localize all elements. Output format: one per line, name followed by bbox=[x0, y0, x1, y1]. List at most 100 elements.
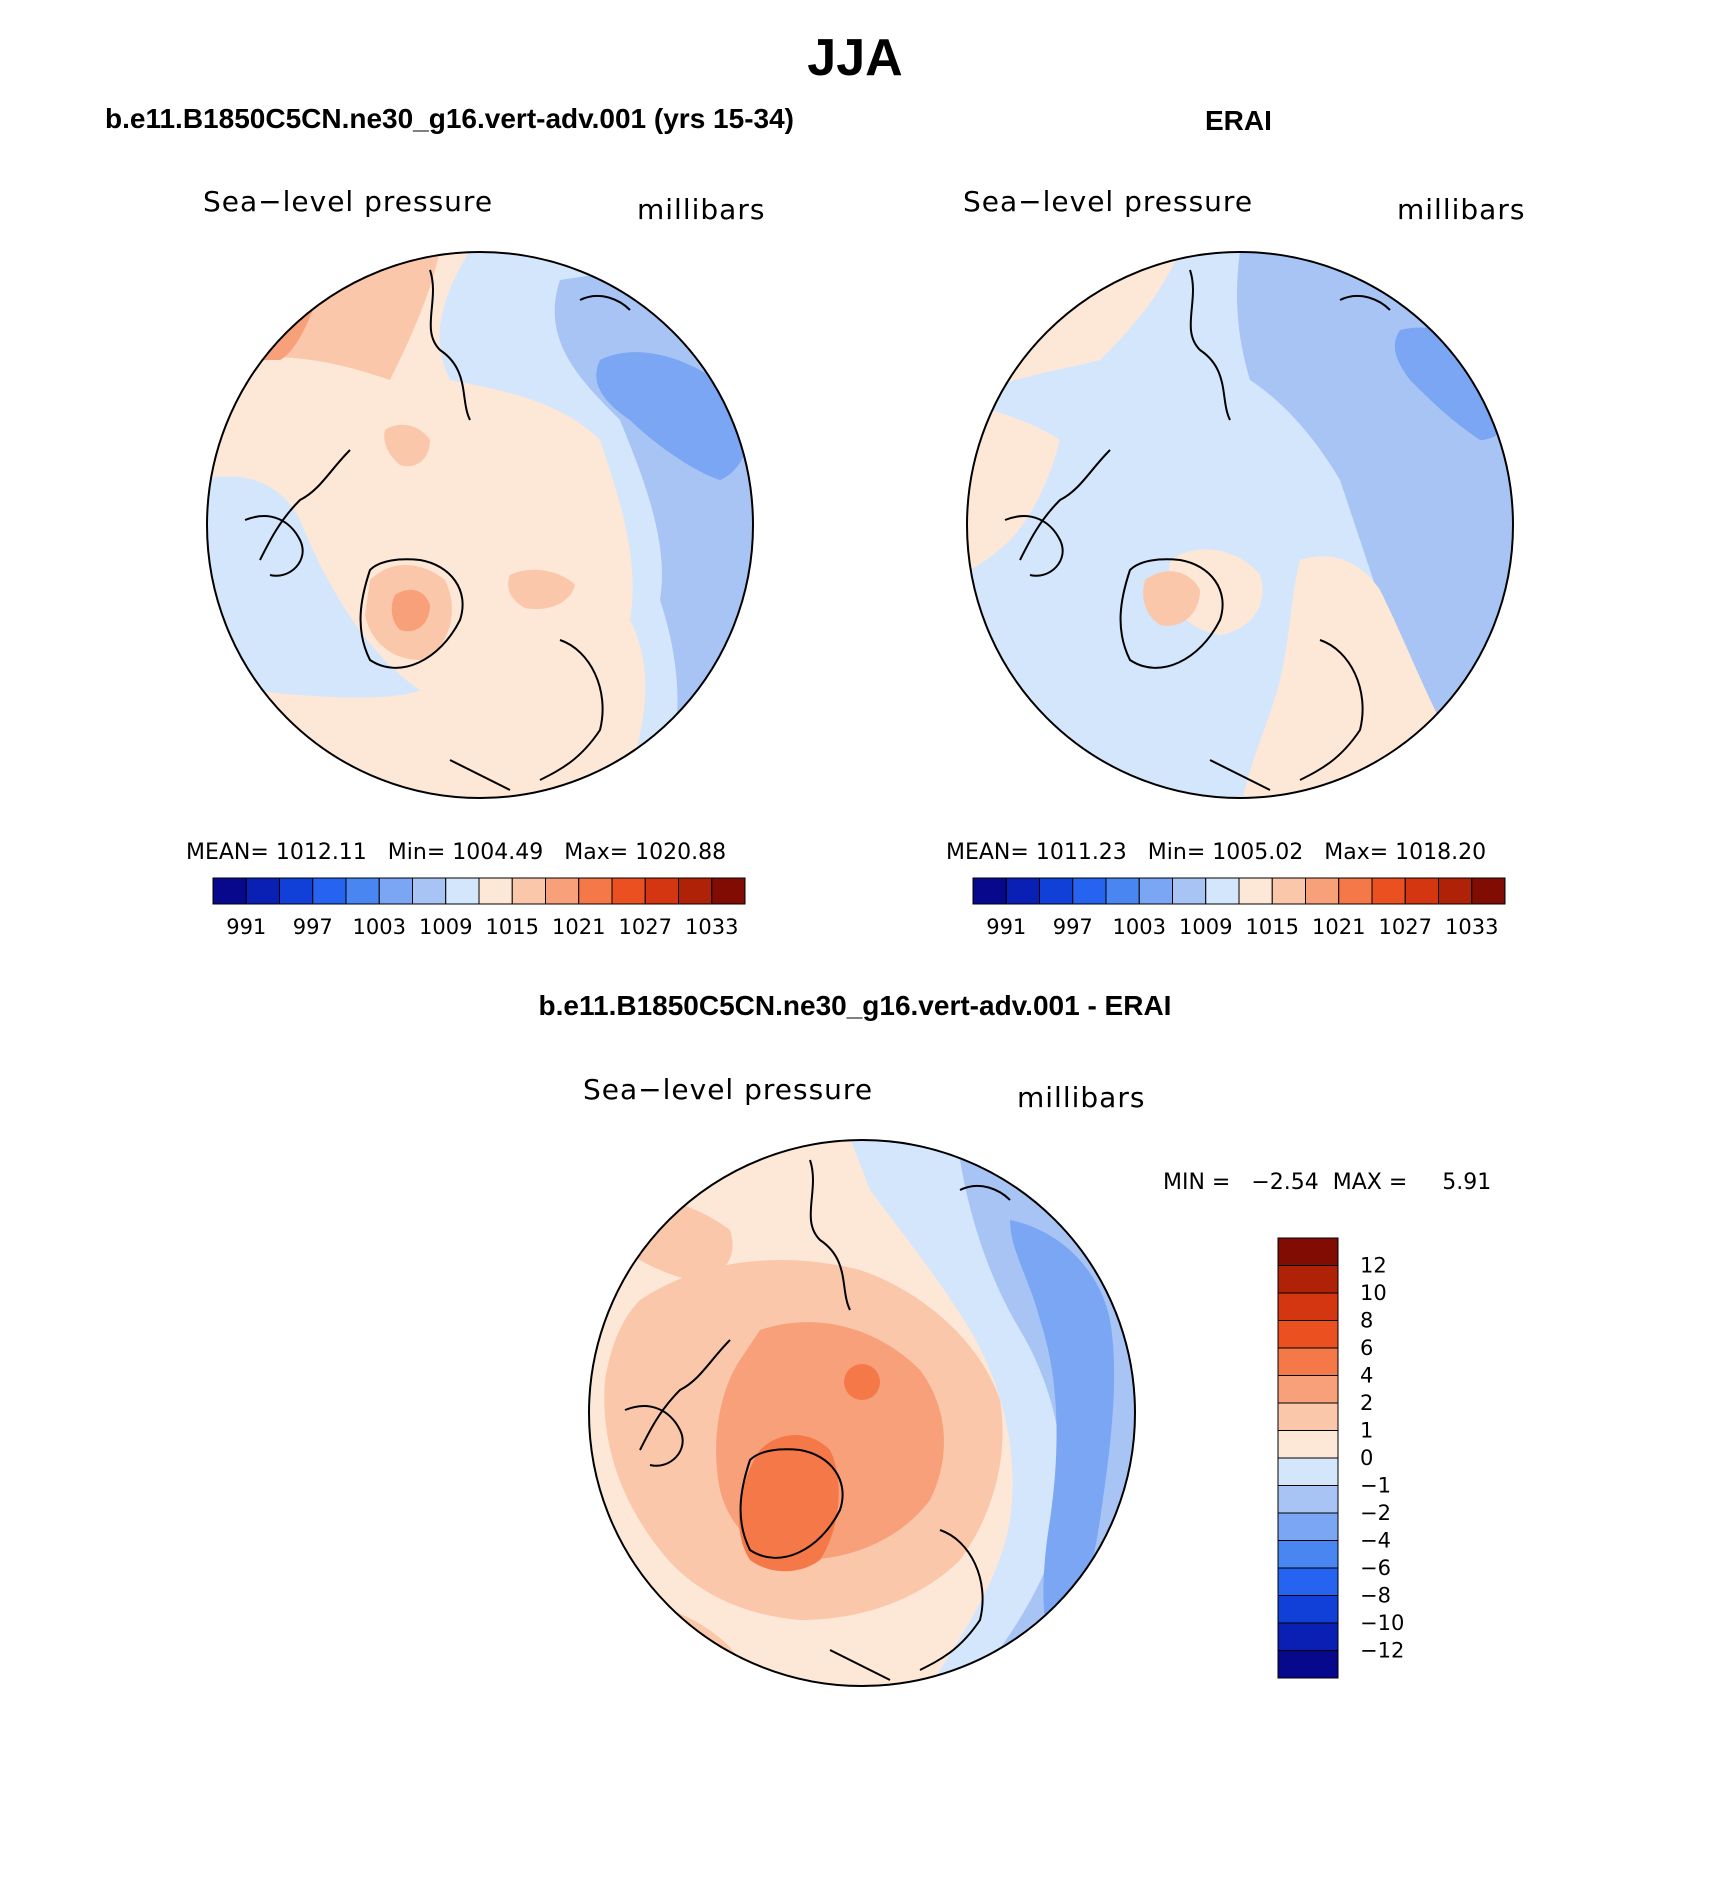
obs-polar-map bbox=[967, 252, 1513, 798]
model-colorbar-swatch bbox=[412, 877, 447, 905]
obs-colorbar-tick-label: 997 bbox=[1053, 915, 1093, 939]
obs-colorbar-swatch bbox=[1371, 877, 1406, 905]
obs-colorbar-swatch bbox=[1438, 877, 1473, 905]
obs-colorbar-swatch bbox=[1338, 877, 1373, 905]
obs-colorbar-swatch bbox=[1039, 877, 1074, 905]
obs-units-label: millibars bbox=[1397, 193, 1526, 226]
obs-mean-value: 1011.23 bbox=[1035, 840, 1127, 865]
diff-colorbar-swatch bbox=[1277, 1320, 1339, 1349]
obs-stats: MEAN= 1011.23 Min= 1005.02 Max= 1018.20 bbox=[946, 840, 1486, 865]
obs-colorbar-swatch bbox=[1471, 877, 1506, 905]
diff-colorbar-swatch bbox=[1277, 1430, 1339, 1459]
model-colorbar-tick-label: 997 bbox=[293, 915, 333, 939]
model-mean-label: MEAN= bbox=[186, 840, 269, 865]
model-colorbar-swatch bbox=[279, 877, 314, 905]
diff-colorbar-tick-label: 4 bbox=[1360, 1364, 1373, 1388]
diff-colorbar-tick-label: −6 bbox=[1360, 1556, 1391, 1580]
obs-max-label: Max= bbox=[1324, 840, 1389, 865]
obs-colorbar-swatch bbox=[1404, 877, 1439, 905]
model-colorbar: 991 997 1003 1009 1015 1021 1027 1033 bbox=[212, 877, 746, 939]
diff-colorbar-swatch bbox=[1277, 1595, 1339, 1624]
diff-colorbar-tick-label: −2 bbox=[1360, 1501, 1391, 1525]
obs-max-value: 1018.20 bbox=[1395, 840, 1487, 865]
diff-colorbar-swatch bbox=[1277, 1265, 1339, 1294]
diff-colorbar-swatch bbox=[1277, 1567, 1339, 1596]
diff-panel-title: b.e11.B1850C5CN.ne30_g16.vert-adv.001 - … bbox=[538, 990, 1172, 1021]
diff-colorbar-tick-label: −10 bbox=[1360, 1611, 1404, 1635]
obs-colorbar-tick-label: 1027 bbox=[1379, 915, 1432, 939]
obs-colorbar-swatch bbox=[1072, 877, 1107, 905]
obs-colorbar-swatch bbox=[1105, 877, 1140, 905]
model-units-label: millibars bbox=[637, 193, 766, 226]
diff-colorbar-swatch bbox=[1277, 1650, 1339, 1679]
model-min-value: 1004.49 bbox=[452, 840, 544, 865]
model-colorbar-tick-label: 1009 bbox=[419, 915, 472, 939]
model-colorbar-tick-label: 1015 bbox=[486, 915, 539, 939]
model-colorbar-swatch bbox=[511, 877, 546, 905]
model-max-value: 1020.88 bbox=[635, 840, 727, 865]
obs-min-label: Min= bbox=[1147, 840, 1206, 865]
obs-colorbar-tick-label: 1021 bbox=[1312, 915, 1365, 939]
diff-colorbar-tick-label: −1 bbox=[1360, 1474, 1391, 1498]
obs-var-label: Sea−level pressure bbox=[963, 185, 1254, 218]
model-panel-title: b.e11.B1850C5CN.ne30_g16.vert-adv.001 (y… bbox=[105, 103, 794, 134]
model-colorbar-swatch bbox=[445, 877, 480, 905]
model-colorbar-tick-label: 1021 bbox=[552, 915, 605, 939]
model-colorbar-swatch bbox=[678, 877, 713, 905]
diff-min-value: −2.54 bbox=[1251, 1170, 1319, 1195]
diff-colorbar-swatch bbox=[1277, 1485, 1339, 1514]
obs-colorbar-swatch bbox=[1205, 877, 1240, 905]
model-colorbar-swatch bbox=[212, 877, 247, 905]
model-mean-value: 1012.11 bbox=[275, 840, 367, 865]
model-colorbar-tick-label: 991 bbox=[226, 915, 266, 939]
obs-map-border bbox=[966, 251, 1514, 799]
diff-colorbar-swatch bbox=[1277, 1375, 1339, 1404]
diff-colorbar-swatch bbox=[1277, 1622, 1339, 1651]
model-max-label: Max= bbox=[564, 840, 629, 865]
diff-colorbar-tick-label: 6 bbox=[1360, 1336, 1373, 1360]
obs-colorbar-tick-label: 1009 bbox=[1179, 915, 1232, 939]
diff-minmax: MIN = −2.54 MAX = 5.91 bbox=[1163, 1170, 1491, 1195]
obs-colorbar-swatch bbox=[972, 877, 1007, 905]
diff-colorbar-tick-label: 1 bbox=[1360, 1419, 1373, 1443]
obs-colorbar-swatch bbox=[1005, 877, 1040, 905]
obs-min-value: 1005.02 bbox=[1212, 840, 1304, 865]
diff-colorbar-tick-label: −8 bbox=[1360, 1584, 1391, 1608]
diff-colorbar-swatch bbox=[1277, 1402, 1339, 1431]
obs-colorbar-swatch bbox=[1138, 877, 1173, 905]
diff-colorbar-swatch bbox=[1277, 1347, 1339, 1376]
diff-max-label: MAX = bbox=[1332, 1170, 1408, 1195]
diff-var-label: Sea−level pressure bbox=[583, 1073, 874, 1106]
diff-map-border bbox=[588, 1139, 1136, 1687]
diff-colorbar-tick-label: 12 bbox=[1360, 1254, 1387, 1278]
model-colorbar-swatch bbox=[345, 877, 380, 905]
obs-colorbar: 991 997 1003 1009 1015 1021 1027 1033 bbox=[972, 877, 1506, 939]
model-colorbar-swatch bbox=[245, 877, 280, 905]
model-colorbar-swatch bbox=[312, 877, 347, 905]
model-colorbar-swatch bbox=[378, 877, 413, 905]
diff-colorbar-swatch bbox=[1277, 1512, 1339, 1541]
obs-colorbar-tick-label: 1033 bbox=[1445, 915, 1498, 939]
diff-colorbar-tick-label: 10 bbox=[1360, 1281, 1387, 1305]
diff-colorbar-swatch bbox=[1277, 1292, 1339, 1321]
model-map-border bbox=[206, 251, 754, 799]
diff-colorbar-swatch bbox=[1277, 1457, 1339, 1486]
diff-polar-map bbox=[589, 1140, 1135, 1686]
obs-colorbar-tick-label: 1015 bbox=[1246, 915, 1299, 939]
model-min-label: Min= bbox=[387, 840, 446, 865]
model-colorbar-tick-label: 1027 bbox=[619, 915, 672, 939]
diff-units-label: millibars bbox=[1017, 1081, 1146, 1114]
model-colorbar-swatch bbox=[644, 877, 679, 905]
main-title: JJA bbox=[807, 29, 903, 87]
model-var-label: Sea−level pressure bbox=[203, 185, 494, 218]
diff-colorbar-tick-label: 2 bbox=[1360, 1391, 1373, 1415]
obs-mean-label: MEAN= bbox=[946, 840, 1029, 865]
model-colorbar-swatch bbox=[578, 877, 613, 905]
obs-colorbar-swatch bbox=[1271, 877, 1306, 905]
model-colorbar-swatch bbox=[545, 877, 580, 905]
diff-colorbar-tick-label: −4 bbox=[1360, 1529, 1391, 1553]
model-colorbar-tick-label: 1003 bbox=[353, 915, 406, 939]
obs-colorbar-swatch bbox=[1238, 877, 1273, 905]
obs-panel-title: ERAI bbox=[1205, 105, 1272, 136]
obs-colorbar-swatch bbox=[1305, 877, 1340, 905]
